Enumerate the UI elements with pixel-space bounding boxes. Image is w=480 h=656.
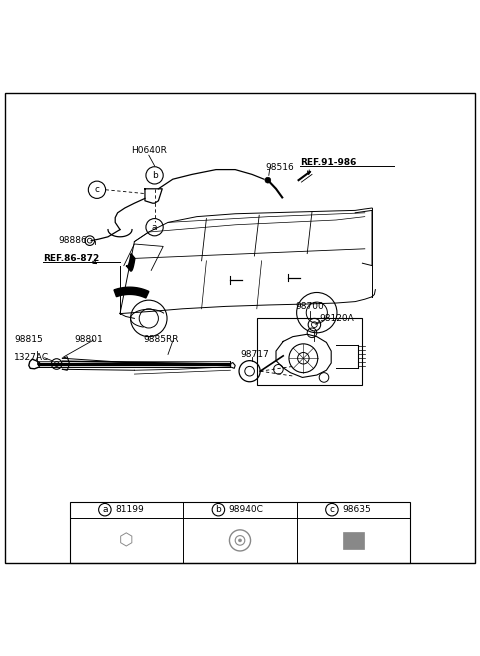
Text: ⬡: ⬡ <box>119 531 134 549</box>
Bar <box>257 318 362 384</box>
Text: REF.86-872: REF.86-872 <box>43 254 99 263</box>
Polygon shape <box>126 254 135 271</box>
Text: 98801: 98801 <box>74 335 103 344</box>
Text: 9885RR: 9885RR <box>143 335 179 344</box>
Text: 98886: 98886 <box>59 236 87 245</box>
Text: 98717: 98717 <box>240 350 269 359</box>
Text: b: b <box>152 171 157 180</box>
Text: 98516: 98516 <box>265 163 294 172</box>
Text: 98815: 98815 <box>14 335 43 344</box>
Text: REF.91-986: REF.91-986 <box>300 158 356 167</box>
Text: H0640R: H0640R <box>131 146 167 155</box>
Text: 98120A: 98120A <box>319 314 354 323</box>
Bar <box>70 502 410 564</box>
Text: 81199: 81199 <box>115 505 144 514</box>
Bar <box>343 532 364 549</box>
Circle shape <box>239 539 241 542</box>
Text: 98940C: 98940C <box>228 505 264 514</box>
Circle shape <box>265 177 271 183</box>
Text: 98700: 98700 <box>295 302 324 311</box>
Text: b: b <box>216 505 221 514</box>
Text: 1327AC: 1327AC <box>14 354 49 362</box>
Text: c: c <box>95 185 99 194</box>
Text: 98635: 98635 <box>342 505 371 514</box>
Text: a: a <box>152 222 157 232</box>
Polygon shape <box>114 287 149 298</box>
Text: c: c <box>329 505 335 514</box>
Text: a: a <box>102 505 108 514</box>
